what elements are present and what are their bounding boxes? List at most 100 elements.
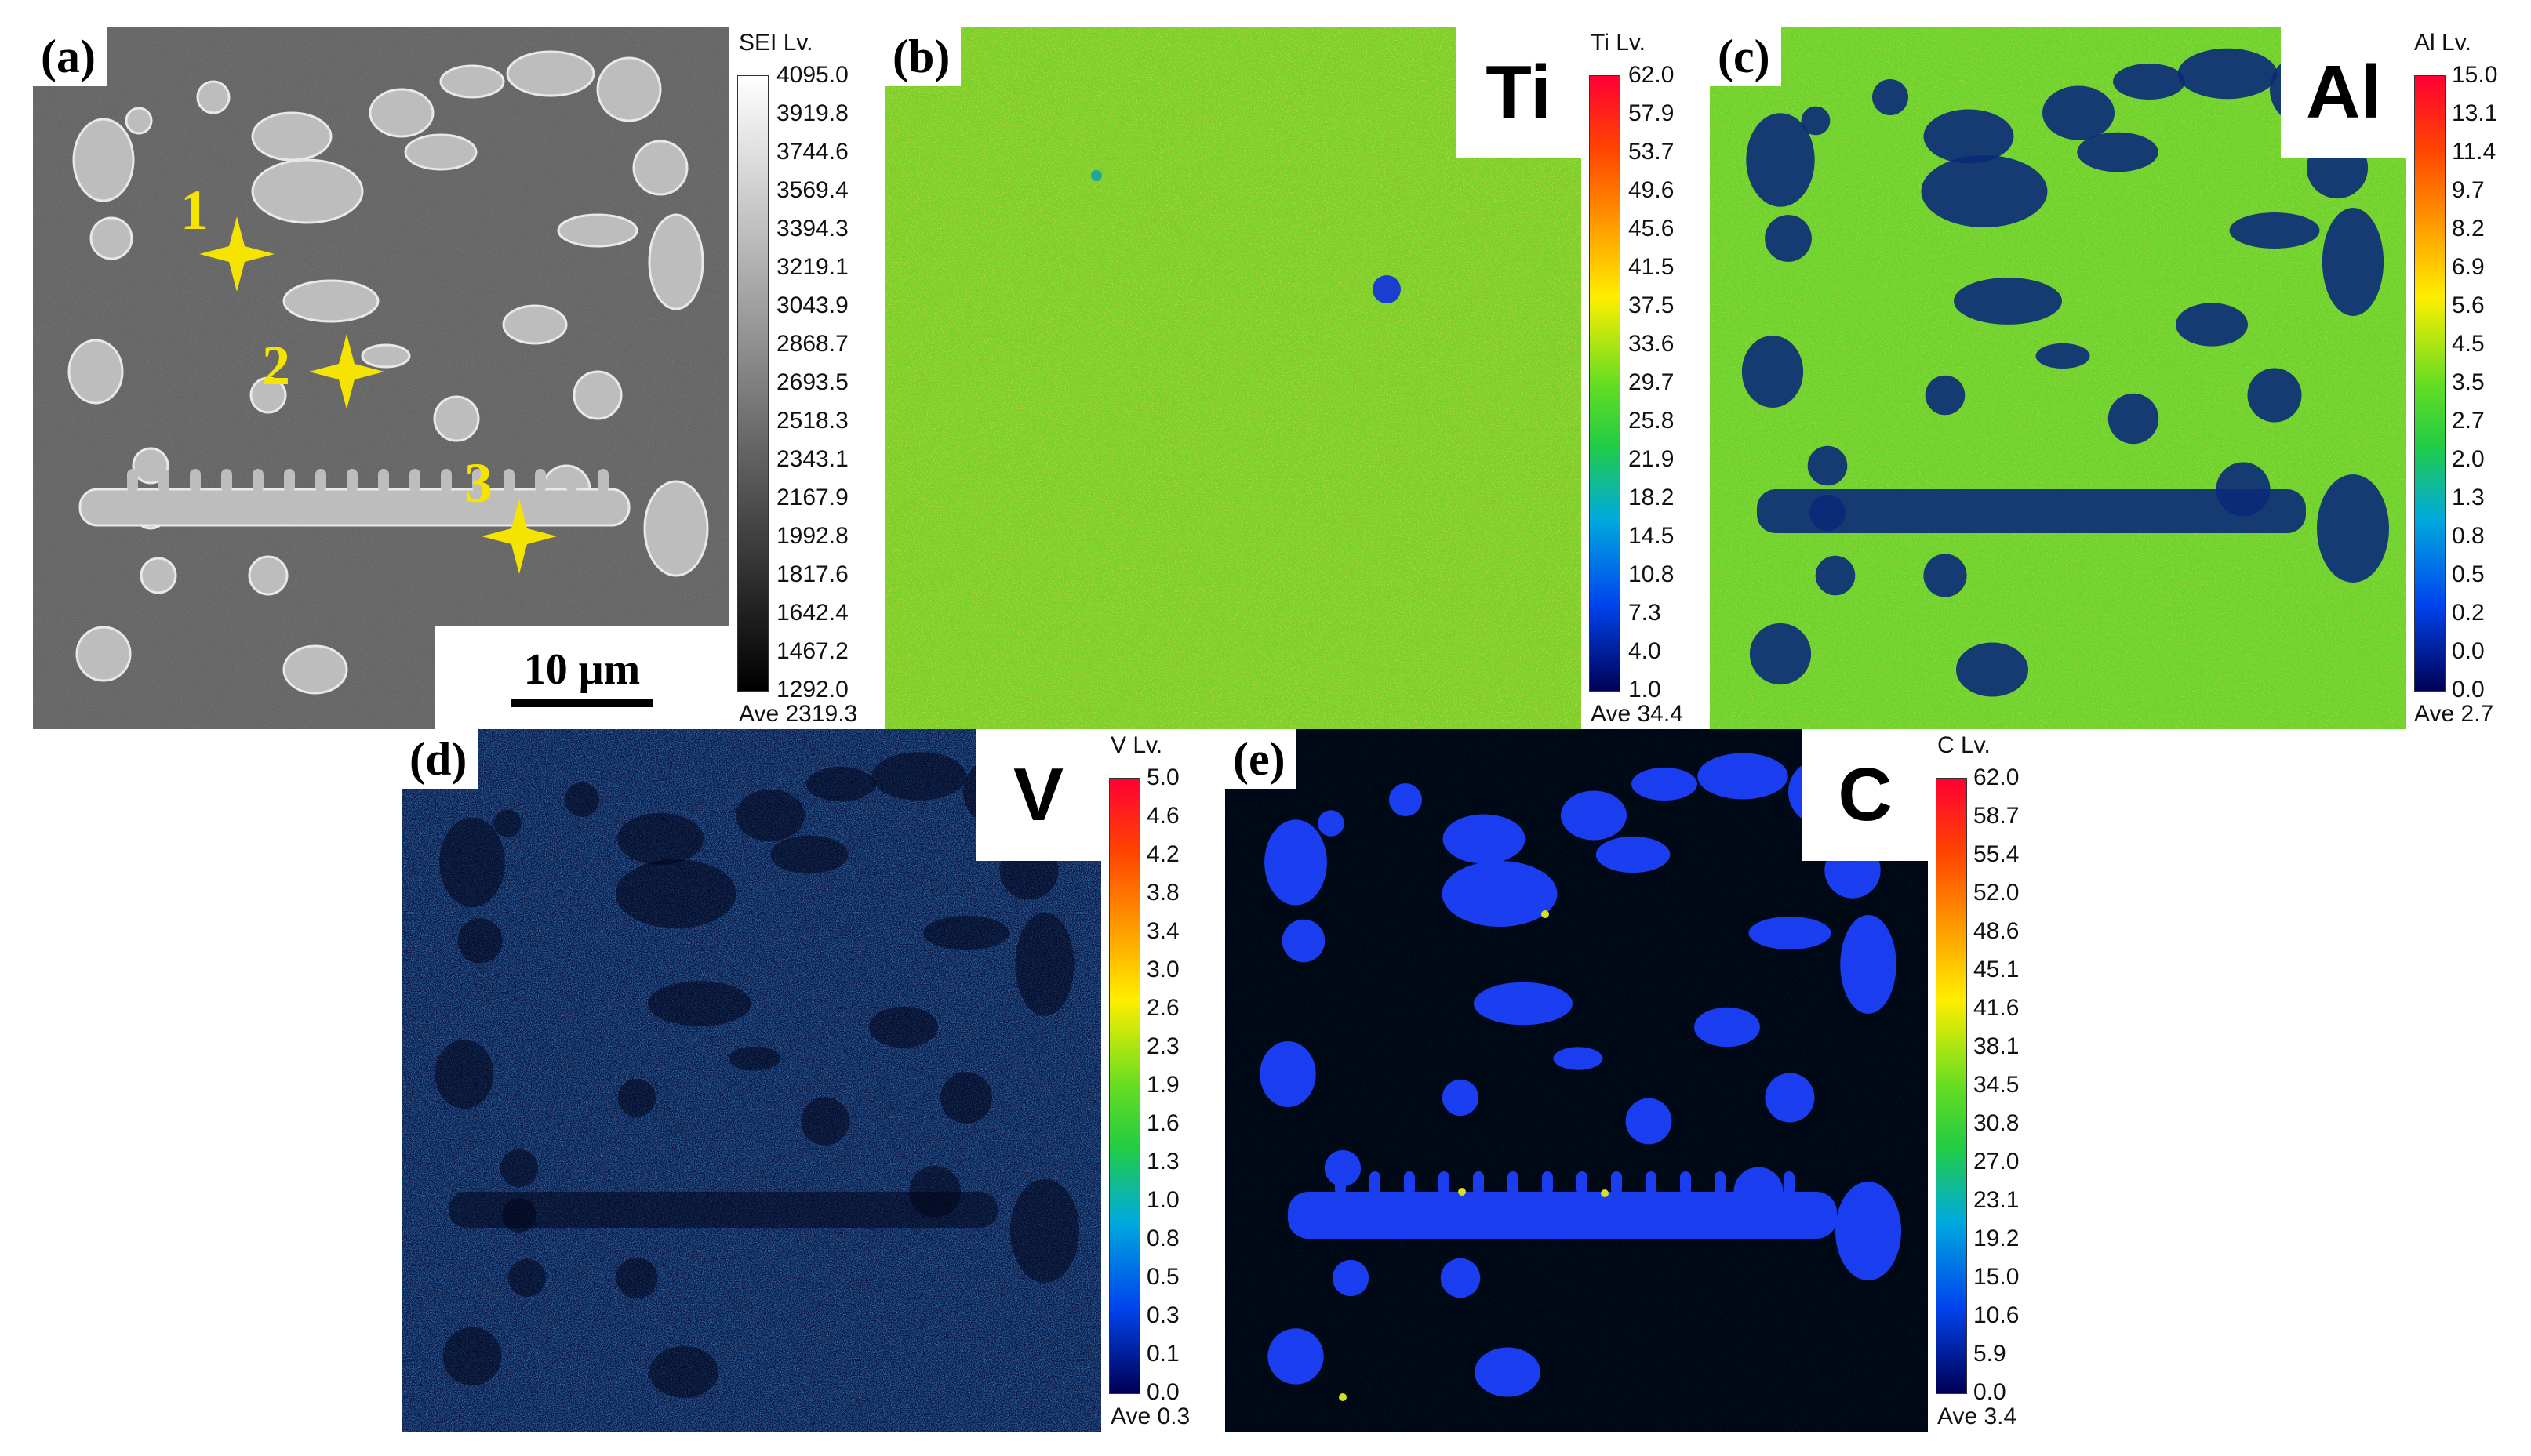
colorbar-b (1589, 75, 1620, 692)
sem-image (33, 27, 729, 729)
tick: 1467.2 (776, 638, 849, 664)
tick: 7.3 (1628, 600, 1661, 626)
tick: 2518.3 (776, 408, 849, 434)
tick: 0.8 (1147, 1225, 1180, 1251)
tick: 21.9 (1628, 446, 1675, 472)
tick: 1817.6 (776, 561, 849, 587)
tick: 4095.0 (776, 62, 849, 88)
panel-c-tag: (c) (1710, 27, 1781, 86)
element-label-c: C (1802, 729, 1928, 861)
colorbar-e (1936, 778, 1967, 1394)
marker-1: 1 (180, 179, 209, 241)
tick: 3043.9 (776, 292, 849, 318)
colorbar-e-title: C Lv. (1937, 732, 1991, 758)
colorbar-b-average: Ave 34.4 (1591, 701, 1683, 727)
tick: 34.5 (1973, 1072, 2020, 1098)
colorbar-c-ticks: 15.0 13.1 11.4 9.7 8.2 6.9 5.6 4.5 3.5 2… (2452, 64, 2530, 702)
tick: 2343.1 (776, 446, 849, 472)
tick: 27.0 (1973, 1149, 2020, 1175)
tick: 45.1 (1973, 957, 2020, 982)
panel-d-tag: (d) (402, 729, 478, 789)
tick: 3744.6 (776, 139, 849, 165)
tick: 19.2 (1973, 1225, 2020, 1251)
panel-e: (e) C C Lv. 62.0 58.7 55.4 52.0 48.6 45.… (1225, 729, 2046, 1432)
tick: 15.0 (2452, 62, 2498, 88)
marker-3: 3 (464, 452, 493, 514)
panel-d: (d) V V Lv. 5.0 4.6 4.2 3.8 3.4 3.0 2.6 … (402, 729, 1217, 1432)
tick: 3919.8 (776, 100, 849, 126)
tick: 5.6 (2452, 292, 2485, 318)
element-label-al: Al (2281, 27, 2406, 158)
tick: 1.0 (1147, 1187, 1180, 1213)
tick: 3.8 (1147, 880, 1180, 906)
tick: 2.3 (1147, 1033, 1180, 1059)
al-map (1710, 27, 2406, 729)
colorbar-d-title: V Lv. (1111, 732, 1163, 758)
tick: 62.0 (1628, 62, 1675, 88)
colorbar-b-ticks: 62.0 57.9 53.7 49.6 45.6 41.5 37.5 33.6 … (1628, 64, 1715, 702)
tick: 55.4 (1973, 841, 2020, 867)
tick: 33.6 (1628, 331, 1675, 357)
tick: 1.3 (1147, 1149, 1180, 1175)
tick: 0.0 (2452, 638, 2485, 664)
tick: 0.5 (2452, 561, 2485, 587)
tick: 9.7 (2452, 177, 2485, 203)
colorbar-e-ticks: 62.0 58.7 55.4 52.0 48.6 45.1 41.6 38.1 … (1973, 766, 2044, 1404)
scale-bar-line (511, 699, 653, 707)
tick: 57.9 (1628, 100, 1675, 126)
colorbar-d-average: Ave 0.3 (1111, 1403, 1191, 1429)
tick: 3.0 (1147, 957, 1180, 982)
tick: 13.1 (2452, 100, 2498, 126)
tick: 2693.5 (776, 369, 849, 395)
tick: 30.8 (1973, 1110, 2020, 1136)
tick: 38.1 (1973, 1033, 2020, 1059)
tick: 5.0 (1147, 764, 1180, 790)
element-label-v: V (976, 729, 1101, 861)
tick: 14.5 (1628, 523, 1675, 549)
scale-bar: 10 μm (435, 626, 729, 729)
tick: 3219.1 (776, 254, 849, 280)
tick: 4.2 (1147, 841, 1180, 867)
tick: 23.1 (1973, 1187, 2020, 1213)
tick: 15.0 (1973, 1264, 2020, 1290)
tick: 8.2 (2452, 216, 2485, 241)
tick: 4.6 (1147, 803, 1180, 829)
tick: 41.6 (1973, 995, 2020, 1021)
tick: 1.9 (1147, 1072, 1180, 1098)
tick: 52.0 (1973, 880, 2020, 906)
colorbar-a-title: SEI Lv. (739, 30, 813, 56)
tick: 29.7 (1628, 369, 1675, 395)
tick: 2868.7 (776, 331, 849, 357)
tick: 37.5 (1628, 292, 1675, 318)
tick: 25.8 (1628, 408, 1675, 434)
tick: 2167.9 (776, 485, 849, 510)
v-map (402, 729, 1101, 1432)
colorbar-b-title: Ti Lv. (1591, 30, 1646, 56)
tick: 3394.3 (776, 216, 849, 241)
tick: 3.5 (2452, 369, 2485, 395)
colorbar-c-title: Al Lv. (2414, 30, 2471, 56)
tick: 0.3 (1147, 1302, 1180, 1328)
scale-bar-label: 10 μm (523, 645, 641, 694)
tick: 1.3 (2452, 485, 2485, 510)
panel-b-tag: (b) (885, 27, 962, 86)
tick: 0.1 (1147, 1341, 1180, 1367)
tick: 0.8 (2452, 523, 2485, 549)
colorbar-a (737, 75, 769, 692)
tick: 11.4 (2452, 139, 2496, 165)
tick: 1292.0 (776, 677, 849, 703)
tick: 1642.4 (776, 600, 849, 626)
tick: 0.0 (1973, 1379, 2006, 1405)
colorbar-c-average: Ave 2.7 (2414, 701, 2494, 727)
colorbar-d (1109, 778, 1140, 1394)
colorbar-e-average: Ave 3.4 (1937, 1403, 2017, 1429)
tick: 10.6 (1973, 1302, 2020, 1328)
tick: 18.2 (1628, 485, 1675, 510)
panel-a: (a) 1 2 3 10 μm SEI Lv. 4095.0 3919.8 37… (33, 27, 888, 729)
tick: 2.0 (2452, 446, 2485, 472)
tick: 2.7 (2452, 408, 2485, 434)
panel-b: (b) Ti Ti Lv. 62.0 57.9 53.7 49.6 45.6 4… (885, 27, 1716, 729)
panel-c: (c) Al Al Lv. 15.0 13.1 11.4 9.7 8.2 6.9… (1710, 27, 2531, 729)
tick: 48.6 (1973, 918, 2020, 944)
tick: 1.6 (1147, 1110, 1180, 1136)
